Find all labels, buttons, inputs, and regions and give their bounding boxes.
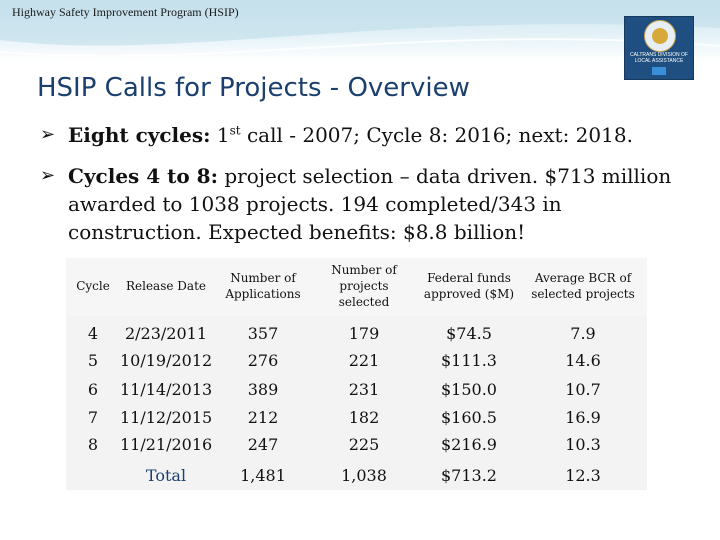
cell-projects-selected: 182: [348, 408, 380, 427]
cell-applications: 389: [247, 380, 279, 399]
cell-cycle: 4: [87, 324, 99, 343]
cell-cycle: 8: [87, 435, 99, 454]
total-applications: 1,481: [240, 466, 286, 485]
header-banner: Highway Safety Improvement Program (HSIP…: [0, 0, 720, 62]
cell-release-date: 11/21/2016: [120, 435, 213, 454]
cell-cycle: 6: [87, 380, 99, 399]
cell-applications: 212: [247, 408, 279, 427]
cell-projects-selected: 231: [348, 380, 380, 399]
arrow-bullet-icon: ➢: [40, 124, 56, 145]
header-projects-selected: Number of projects selected: [331, 263, 397, 309]
total-federal-funds: $713.2: [441, 466, 497, 485]
header-federal-funds: Federal funds approved ($M): [423, 271, 515, 301]
header-average-bcr: Average BCR of selected projects: [531, 271, 635, 301]
cell-cycle: 7: [87, 408, 99, 427]
cell-average-bcr: 10.3: [565, 435, 601, 454]
cell-applications: 247: [247, 435, 279, 454]
cell-release-date: 11/12/2015: [120, 408, 213, 427]
cell-projects-selected: 225: [348, 435, 380, 454]
header-release-date: Release Date: [125, 279, 206, 293]
seal-icon: [644, 20, 676, 52]
cell-federal-funds: $150.0: [441, 380, 497, 399]
banner-swoosh: [0, 0, 720, 58]
total-projects-selected: 1,038: [341, 466, 387, 485]
hsip-cycles-table: Cycle Release Date Number of Application…: [66, 258, 647, 490]
cell-federal-funds: $111.3: [441, 351, 497, 370]
total-average-bcr: 12.3: [565, 466, 601, 485]
cell-release-date: 10/19/2012: [120, 351, 213, 370]
header-applications: Number of Applications: [225, 271, 301, 301]
cell-average-bcr: 7.9: [570, 324, 596, 343]
arrow-bullet-icon: ➢: [40, 165, 56, 186]
cell-average-bcr: 10.7: [565, 380, 601, 399]
cell-average-bcr: 14.6: [565, 351, 601, 370]
logo-text: CALTRANS DIVISION OF LOCAL ASSISTANCE: [630, 52, 688, 64]
slide-title: HSIP Calls for Projects - Overview: [37, 73, 470, 103]
cell-release-date: 2/23/2011: [124, 324, 208, 343]
bullet-cycles-4-8: ➢ Cycles 4 to 8: project selection – dat…: [40, 164, 672, 244]
header-cycle: Cycle: [76, 279, 110, 293]
cell-federal-funds: $160.5: [441, 408, 497, 427]
cell-average-bcr: 16.9: [565, 408, 601, 427]
cell-projects-selected: 221: [348, 351, 380, 370]
cell-projects-selected: 179: [348, 324, 380, 343]
cell-cycle: 5: [87, 351, 99, 370]
cell-release-date: 11/14/2013: [120, 380, 213, 399]
logo-badge-icon: [652, 67, 666, 75]
bullet-eight-cycles: ➢ Eight cycles: 1st call - 2007; Cycle 8…: [40, 123, 633, 147]
caltrans-logo: CALTRANS DIVISION OF LOCAL ASSISTANCE: [624, 16, 694, 80]
table-header-row: Cycle Release Date Number of Application…: [66, 258, 647, 316]
cell-applications: 276: [247, 351, 279, 370]
cell-federal-funds: $216.9: [441, 435, 497, 454]
cell-federal-funds: $74.5: [446, 324, 492, 343]
total-label: Total: [145, 466, 187, 485]
program-title: Highway Safety Improvement Program (HSIP…: [12, 5, 239, 19]
cell-applications: 357: [247, 324, 279, 343]
